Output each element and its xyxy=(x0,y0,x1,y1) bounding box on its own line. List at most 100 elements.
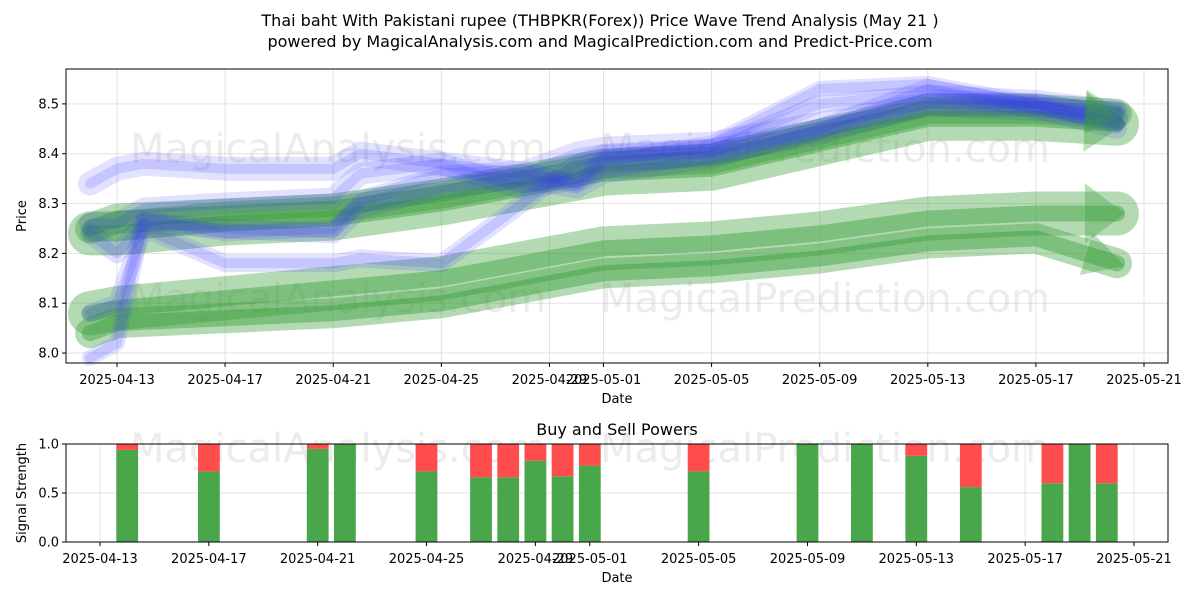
buy-power-bar xyxy=(959,487,982,542)
blue-wave-band xyxy=(81,84,1126,323)
powers-x-tick-label: 2025-05-13 xyxy=(879,552,955,567)
powers-x-tick-label: 2025-04-17 xyxy=(171,552,247,567)
powers-x-tick-label: 2025-04-25 xyxy=(389,552,465,567)
buy-power-bar xyxy=(578,465,601,542)
buy-power-bar xyxy=(334,444,356,542)
chart-subtitle: powered by MagicalAnalysis.com and Magic… xyxy=(267,32,932,51)
green-wave-band xyxy=(75,223,1132,349)
green-wave-core xyxy=(82,110,1125,242)
powers-x-tick-label: 2025-05-09 xyxy=(770,552,846,567)
powers-y-ticks: 0.0 0.5 1.0 xyxy=(38,438,66,551)
watermark-2: MagicalPrediction.com xyxy=(600,126,1050,172)
blue-wave-core xyxy=(85,98,1122,229)
sell-power-bar xyxy=(905,444,928,456)
blue-wave-band xyxy=(79,92,1128,235)
blue-wave-band xyxy=(82,75,1125,366)
powers-x-ticks: 2025-04-13 2025-04-17 2025-04-21 2025-04-25… xyxy=(62,542,1172,567)
buy-power-bar xyxy=(415,471,438,542)
blue-wave-core xyxy=(85,88,1122,319)
price-y-tick-label: 8.5 xyxy=(38,97,59,112)
powers-x-tick-label: 2025-05-05 xyxy=(661,552,737,567)
powers-x-tick-label: 2025-05-01 xyxy=(552,552,628,567)
price-y-tick-label: 8.3 xyxy=(38,197,59,212)
buy-power-bar xyxy=(1041,483,1064,542)
green-wave-core xyxy=(82,205,1125,322)
buy-power-bar xyxy=(116,449,139,542)
price-x-tick-label: 2025-05-21 xyxy=(1106,373,1182,388)
buy-power-bar xyxy=(851,444,873,542)
buy-power-bar xyxy=(198,471,220,542)
green-wave-arrow xyxy=(1085,183,1125,244)
buy-power-bar xyxy=(905,455,928,542)
price-x-tick-label: 2025-04-13 xyxy=(79,373,155,388)
powers-x-tick-label: 2025-05-21 xyxy=(1096,552,1172,567)
buy-power-bar xyxy=(524,460,547,542)
powers-y-tick-label: 0.5 xyxy=(38,487,59,502)
price-grid xyxy=(66,69,1168,363)
powers-y-tick-label: 0.0 xyxy=(38,536,59,551)
chart-title: Thai baht With Pakistani rupee (THBPKR(F… xyxy=(260,11,938,30)
green-wave-arrow xyxy=(1079,232,1125,275)
green-wave-arrow xyxy=(1083,89,1125,134)
powers-x-tick-label: 2025-05-17 xyxy=(987,552,1063,567)
price-y-tick-label: 8.1 xyxy=(38,297,59,312)
price-x-tick-label: 2025-05-01 xyxy=(566,373,642,388)
price-y-tick-label: 8.0 xyxy=(38,347,59,362)
buy-power-bar xyxy=(796,444,819,542)
sell-power-bar xyxy=(1041,444,1064,484)
blue-wave-band xyxy=(80,78,1127,264)
price-series xyxy=(68,75,1139,366)
blue-wave-core xyxy=(85,83,1122,259)
sell-power-bar xyxy=(116,444,139,450)
buy-power-bar xyxy=(1095,483,1118,542)
green-wave-band xyxy=(75,93,1132,244)
green-wave-arrow xyxy=(1083,91,1125,152)
powers-bars xyxy=(116,444,1118,542)
price-x-tick-label: 2025-05-05 xyxy=(674,373,750,388)
price-y-tick-label: 8.2 xyxy=(38,247,59,262)
green-wave-band xyxy=(68,96,1139,256)
price-x-tick-label: 2025-05-13 xyxy=(890,373,966,388)
price-axes-frame xyxy=(65,68,1169,364)
blue-wave-core xyxy=(85,78,1122,363)
green-wave-core xyxy=(82,230,1125,342)
green-wave-core xyxy=(82,100,1125,237)
buy-power-bar xyxy=(306,448,329,542)
powers-y-tick-label: 1.0 xyxy=(38,438,59,453)
buy-power-bar xyxy=(470,477,492,542)
buy-power-bar xyxy=(687,471,710,542)
price-x-tick-label: 2025-04-21 xyxy=(295,373,371,388)
powers-x-tick-label: 2025-04-29 xyxy=(498,552,574,567)
sell-power-bar xyxy=(497,444,520,478)
powers-x-tick-label: 2025-04-13 xyxy=(62,552,138,567)
watermark-3: MagicalAnalysis.com xyxy=(130,276,546,322)
watermark-6: MagicalPrediction.com xyxy=(600,426,1050,472)
sell-power-bar xyxy=(415,444,438,472)
price-x-tick-label: 2025-05-17 xyxy=(998,373,1074,388)
buy-power-bar xyxy=(497,477,520,542)
price-x-tick-label: 2025-04-17 xyxy=(187,373,263,388)
price-x-tick-label: 2025-04-25 xyxy=(404,373,480,388)
powers-x-tick-label: 2025-04-21 xyxy=(280,552,356,567)
watermark-4: MagicalPrediction.com xyxy=(600,276,1050,322)
price-x-tick-label: 2025-04-29 xyxy=(512,373,588,388)
watermark-1: MagicalAnalysis.com xyxy=(130,126,546,172)
sell-power-bar xyxy=(524,444,547,461)
powers-x-label: Date xyxy=(601,571,632,586)
price-y-ticks: 8.0 8.1 8.2 8.3 8.4 8.5 xyxy=(38,97,66,362)
powers-y-label: Signal Strength xyxy=(15,443,30,543)
sell-power-bar xyxy=(959,444,982,488)
sell-power-bar xyxy=(306,444,329,449)
buy-power-bar xyxy=(551,476,574,542)
sell-power-bar xyxy=(551,444,574,477)
sell-power-bar xyxy=(578,444,601,466)
powers-title: Buy and Sell Powers xyxy=(536,420,698,439)
sell-power-bar xyxy=(1095,444,1118,484)
sell-power-bar xyxy=(470,444,492,478)
price-x-ticks: 2025-04-13 2025-04-17 2025-04-21 2025-04-25… xyxy=(79,363,1182,388)
price-x-tick-label: 2025-05-09 xyxy=(782,373,858,388)
price-watermarks: MagicalAnalysis.com MagicalPrediction.co… xyxy=(130,126,1050,322)
blue-wave-band xyxy=(78,91,1129,196)
